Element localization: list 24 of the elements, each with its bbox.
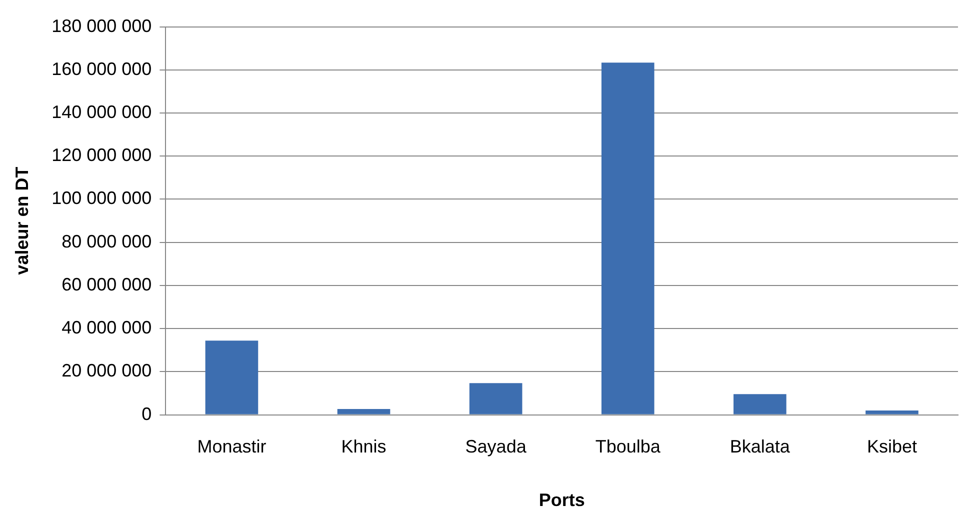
x-tick-label: Khnis xyxy=(341,436,386,457)
y-tick-label: 140 000 000 xyxy=(52,102,152,122)
y-tick-label: 120 000 000 xyxy=(52,145,152,166)
bar xyxy=(205,340,258,414)
x-tick-label: Monastir xyxy=(197,436,266,457)
x-tick-label: Ksibet xyxy=(866,436,917,457)
bar xyxy=(734,394,786,414)
y-tick-label: 20 000 000 xyxy=(62,360,152,381)
bar xyxy=(601,62,654,414)
x-tick-label: Sayada xyxy=(465,436,528,457)
y-tick-label: 80 000 000 xyxy=(62,231,152,252)
x-tick-label: Bkalata xyxy=(730,436,791,457)
y-tick-label: 0 xyxy=(142,404,152,424)
y-tick-label: 160 000 000 xyxy=(52,58,152,79)
y-tick-label: 60 000 000 xyxy=(62,274,152,294)
x-tick-label: Tboulba xyxy=(595,436,662,457)
bar xyxy=(469,383,522,414)
y-tick-label: 40 000 000 xyxy=(62,318,152,338)
x-axis-title: Ports xyxy=(538,490,585,510)
y-axis-title: valeur en DT xyxy=(12,166,32,275)
y-tick-label: 100 000 000 xyxy=(52,188,152,208)
bar xyxy=(337,408,390,414)
y-tick-label: 180 000 000 xyxy=(52,16,152,36)
bar xyxy=(866,410,918,414)
